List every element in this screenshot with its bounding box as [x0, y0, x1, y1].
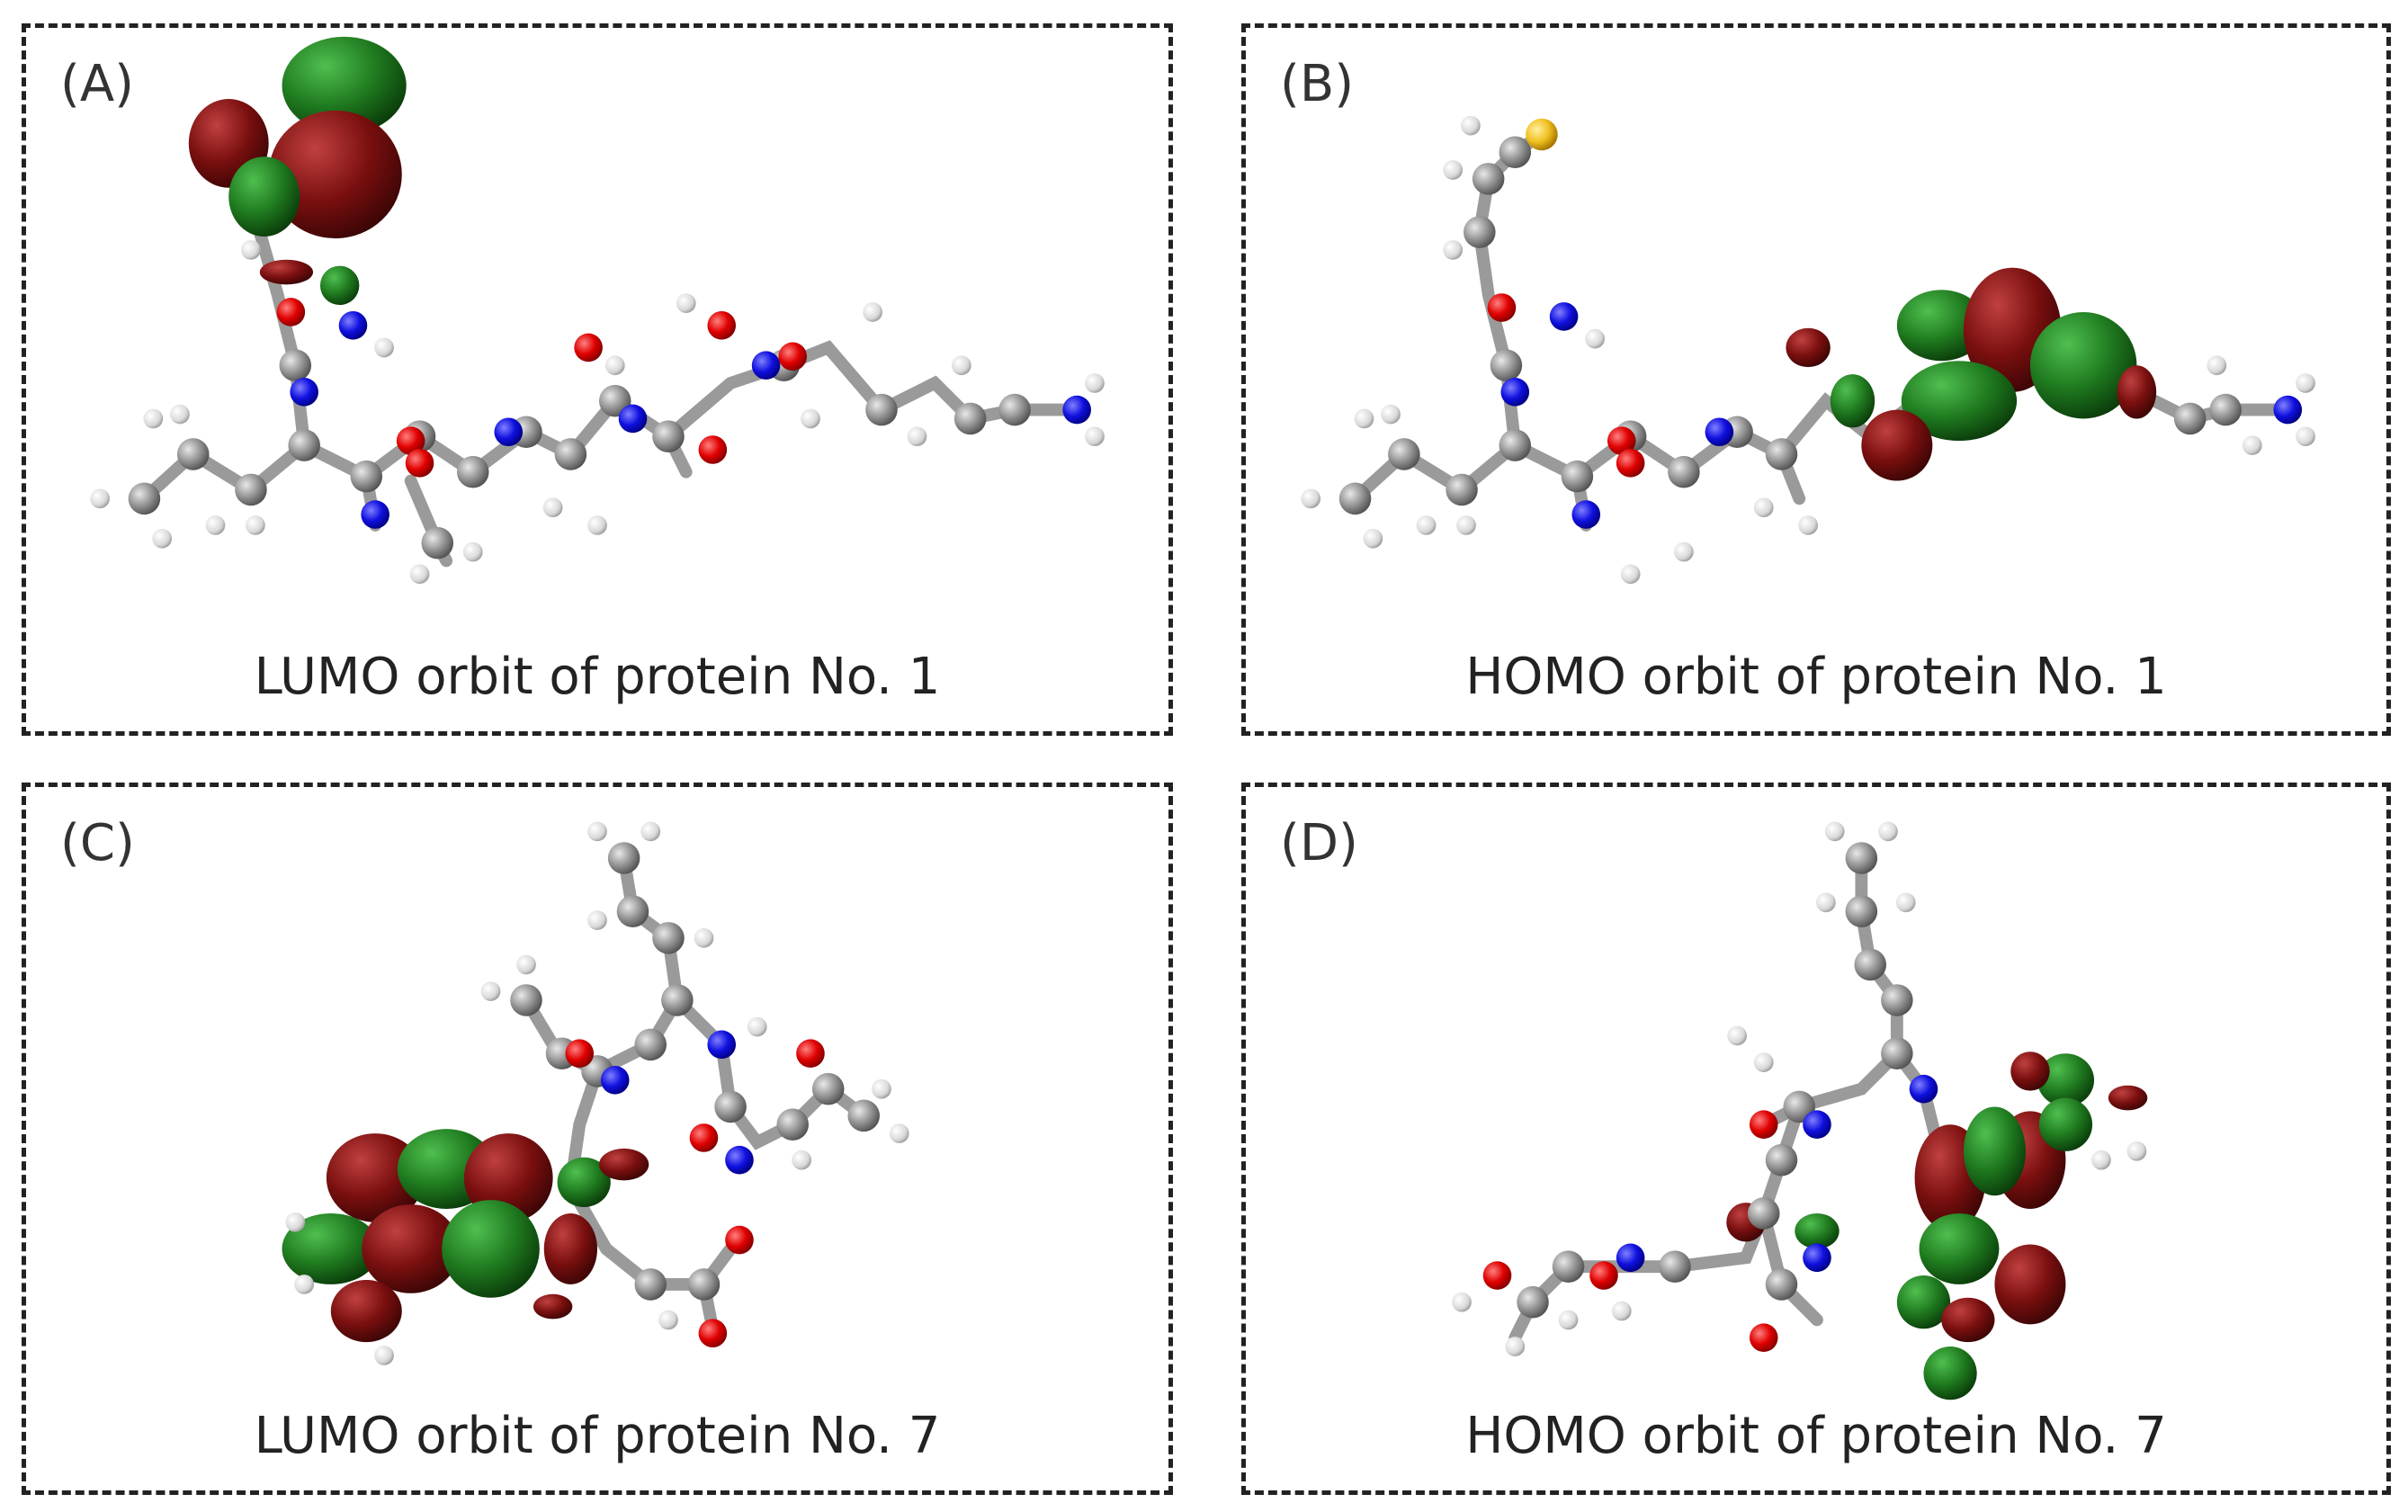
orbital-lobes-a: [188, 36, 407, 306]
atoms-c: [285, 821, 909, 1365]
molecule-c: [282, 821, 909, 1365]
atoms-a: [90, 239, 1105, 585]
caption-c: LUMO orbit of protein No. 7: [254, 1407, 941, 1465]
molecule-b: [1301, 115, 2315, 585]
molecule-d: [1452, 821, 2148, 1400]
panel-a: (A) LUMO orbit of protein No. 1: [22, 23, 1173, 736]
caption-d: HOMO orbit of protein No. 7: [1465, 1407, 2167, 1465]
caption-a: LUMO orbit of protein No. 1: [254, 648, 941, 706]
panel-letter-b: (B): [1280, 55, 1355, 113]
panel-c: (C) LUMO orbit of protein No. 7: [22, 783, 1173, 1495]
atoms-d: [1452, 821, 2147, 1356]
atoms-b: [1301, 115, 2315, 585]
orbital-lobes-b: [1786, 267, 2157, 481]
panel-letter-a: (A): [60, 55, 135, 113]
orbital-lobes-c: [282, 1129, 649, 1343]
panel-letter-d: (D): [1280, 814, 1358, 872]
orbital-lobes-d: [1726, 1051, 2148, 1400]
caption-b: HOMO orbit of protein No. 1: [1465, 648, 2167, 706]
molecule-a: [90, 36, 1105, 585]
panel-letter-c: (C): [60, 814, 135, 872]
panel-b: (B) HOMO orbit of protein No. 1: [1241, 23, 2391, 736]
panel-d: (D) HOMO orbit of protein No. 7: [1241, 783, 2391, 1495]
